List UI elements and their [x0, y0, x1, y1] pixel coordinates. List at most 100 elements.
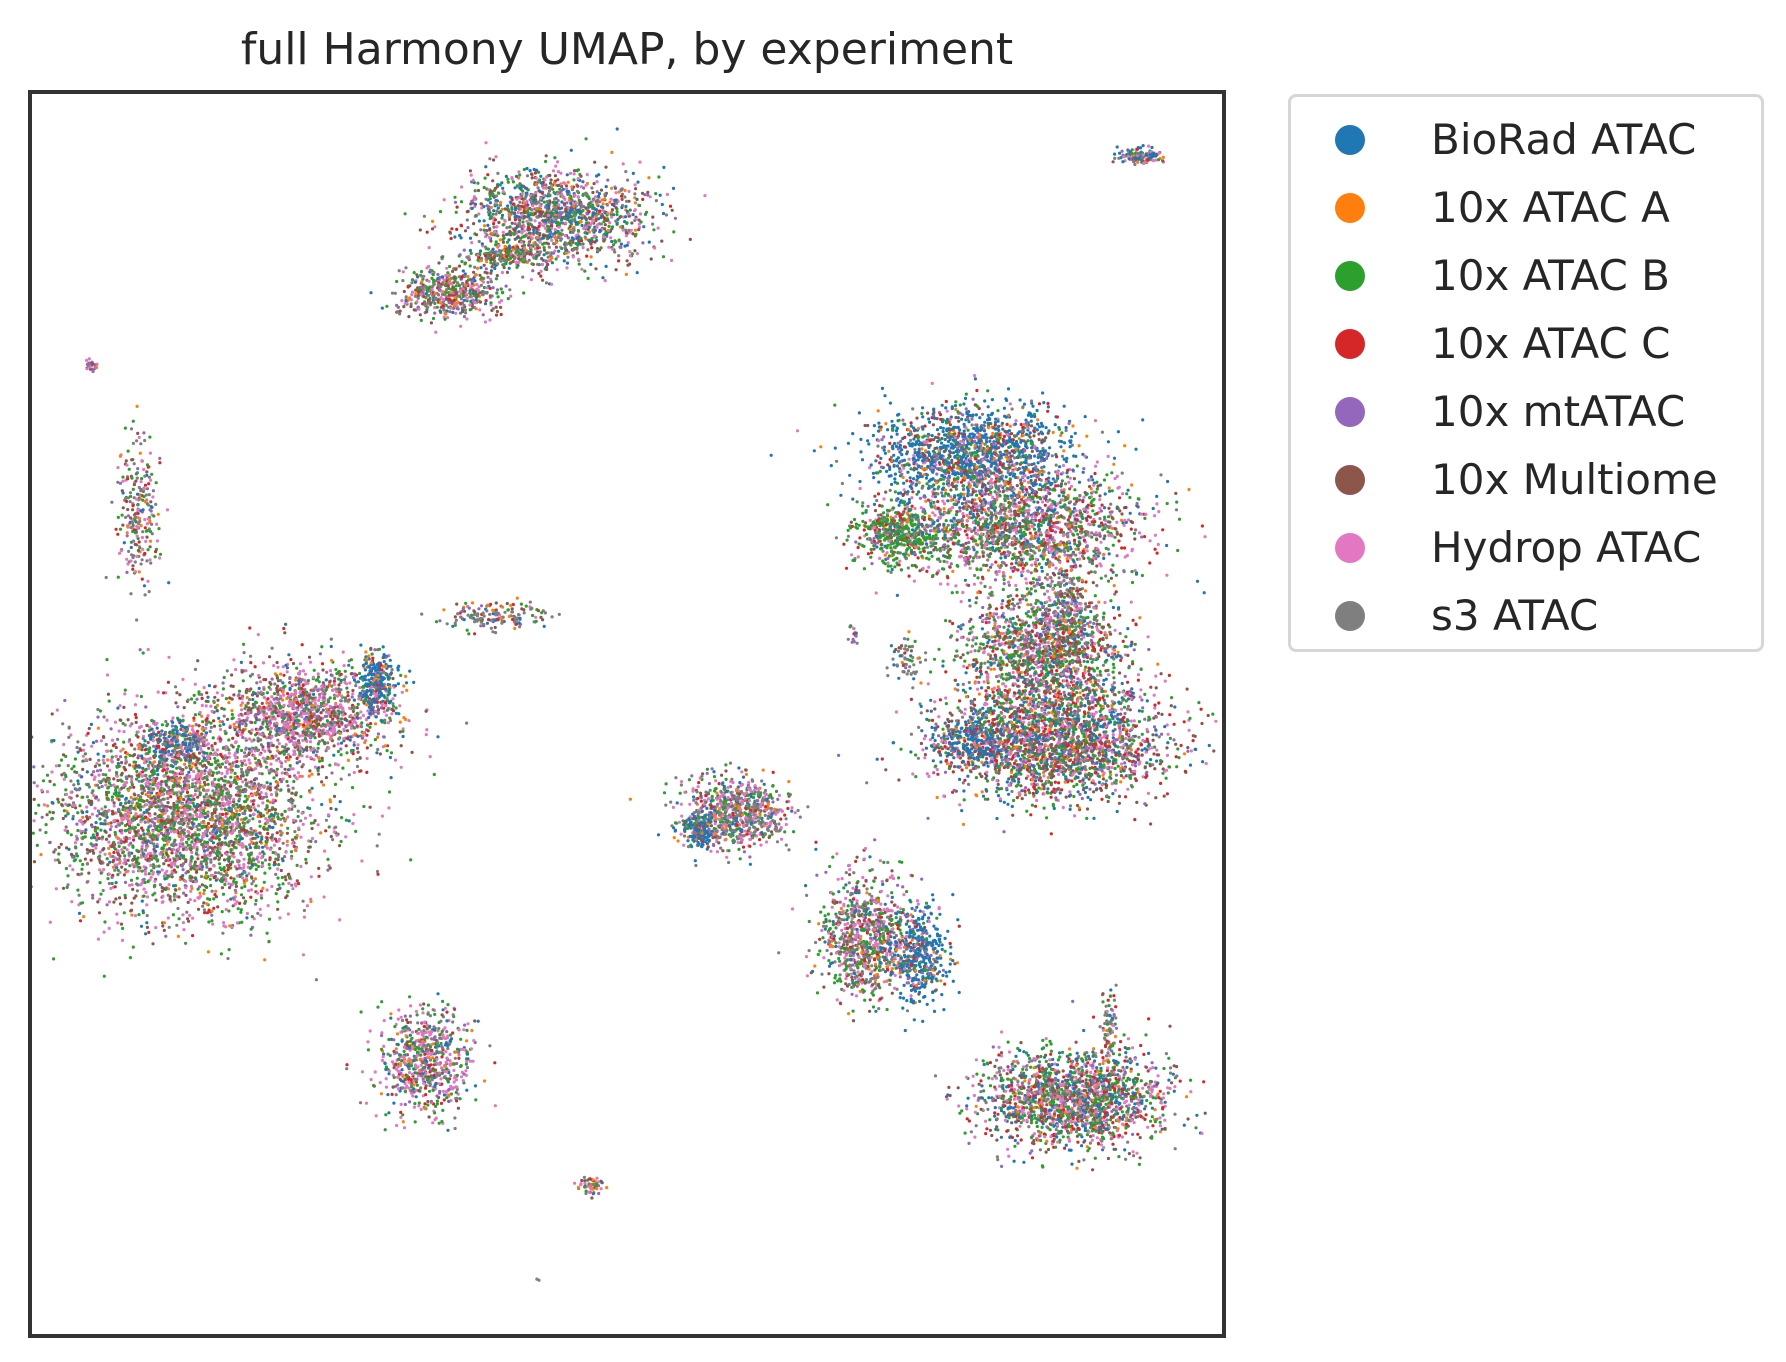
- scatter-point: [540, 611, 544, 615]
- scatter-point: [233, 775, 237, 780]
- scatter-point: [313, 819, 317, 823]
- scatter-point: [333, 782, 338, 787]
- scatter-point: [174, 843, 178, 847]
- scatter-point: [161, 894, 165, 898]
- scatter-point: [410, 278, 415, 282]
- scatter-point: [472, 276, 476, 280]
- scatter-point: [469, 251, 473, 255]
- scatter-point: [404, 295, 408, 299]
- scatter-point: [518, 224, 523, 228]
- scatter-point: [148, 451, 152, 455]
- scatter-point: [142, 431, 146, 435]
- scatter-point: [171, 716, 175, 720]
- scatter-point: [206, 950, 211, 954]
- scatter-point: [152, 769, 156, 773]
- scatter-point: [127, 467, 131, 471]
- scatter-point: [228, 862, 233, 867]
- scatter-point: [629, 228, 633, 232]
- scatter-point: [276, 887, 280, 892]
- scatter-point: [409, 304, 413, 309]
- scatter-point: [506, 207, 510, 211]
- scatter-point: [126, 858, 130, 862]
- scatter-point: [635, 271, 639, 275]
- scatter-point: [539, 196, 543, 200]
- scatter-point: [580, 216, 584, 220]
- scatter-point: [491, 630, 495, 634]
- scatter-point: [636, 180, 640, 184]
- scatter-point: [493, 218, 497, 222]
- scatter-point: [513, 186, 517, 190]
- scatter-point: [96, 826, 100, 830]
- scatter-point: [176, 809, 180, 813]
- scatter-point: [146, 517, 150, 521]
- scatter-point: [525, 187, 529, 191]
- scatter-point: [641, 197, 645, 201]
- scatter-point: [462, 248, 466, 252]
- scatter-point: [518, 218, 522, 222]
- scatter-point: [633, 228, 638, 232]
- scatter-point: [297, 826, 301, 830]
- scatter-point: [114, 527, 118, 531]
- scatter-point: [139, 694, 143, 699]
- scatter-point: [214, 895, 218, 899]
- scatter-point: [135, 534, 139, 538]
- scatter-point: [522, 291, 526, 295]
- scatter-point: [459, 324, 463, 328]
- scatter-point: [582, 186, 586, 190]
- scatter-point: [431, 219, 435, 223]
- scatter-point: [154, 550, 158, 554]
- scatter-point: [475, 618, 479, 622]
- scatter-point: [247, 794, 251, 799]
- scatter-point: [150, 522, 154, 526]
- scatter-point: [124, 761, 128, 765]
- scatter-point: [45, 813, 49, 817]
- scatter-point: [334, 807, 338, 812]
- scatter-point: [91, 369, 95, 374]
- scatter-point: [283, 809, 287, 814]
- scatter-point: [213, 741, 217, 746]
- scatter-point: [266, 904, 270, 908]
- scatter-point: [287, 881, 291, 886]
- scatter-point: [536, 262, 540, 266]
- scatter-point: [590, 186, 594, 190]
- scatter-point: [547, 245, 551, 249]
- scatter-point: [534, 176, 538, 180]
- scatter-point: [244, 778, 248, 782]
- scatter-point: [1157, 151, 1161, 155]
- scatter-point: [670, 258, 674, 262]
- scatter-point: [633, 201, 638, 205]
- scatter-point: [32, 781, 36, 785]
- scatter-point: [542, 248, 547, 252]
- scatter-point: [311, 798, 315, 802]
- scatter-point: [89, 722, 93, 727]
- scatter-point: [537, 271, 541, 276]
- scatter-point: [124, 755, 128, 759]
- scatter-point: [135, 439, 139, 443]
- scatter-point: [533, 219, 537, 223]
- scatter-point: [481, 622, 486, 627]
- scatter-point: [154, 502, 158, 506]
- scatter-point: [254, 833, 258, 837]
- scatter-point: [127, 788, 131, 793]
- scatter-point: [279, 868, 283, 873]
- scatter-point: [551, 187, 555, 191]
- scatter-point: [609, 236, 613, 240]
- scatter-point: [413, 294, 417, 298]
- scatter-point: [185, 790, 190, 795]
- scatter-point: [501, 186, 505, 190]
- scatter-point: [458, 288, 462, 293]
- scatter-point: [481, 280, 486, 284]
- scatter-point: [142, 729, 146, 733]
- scatter-point: [32, 797, 36, 802]
- scatter-point: [466, 274, 470, 279]
- scatter-point: [139, 924, 144, 928]
- scatter-point: [427, 264, 431, 269]
- scatter-point: [506, 204, 510, 208]
- scatter-point: [473, 300, 477, 304]
- scatter-point: [459, 615, 463, 619]
- scatter-point: [126, 562, 130, 566]
- scatter-point: [465, 297, 469, 301]
- scatter-point: [432, 282, 436, 286]
- scatter-point: [589, 255, 593, 259]
- scatter-point: [586, 195, 590, 199]
